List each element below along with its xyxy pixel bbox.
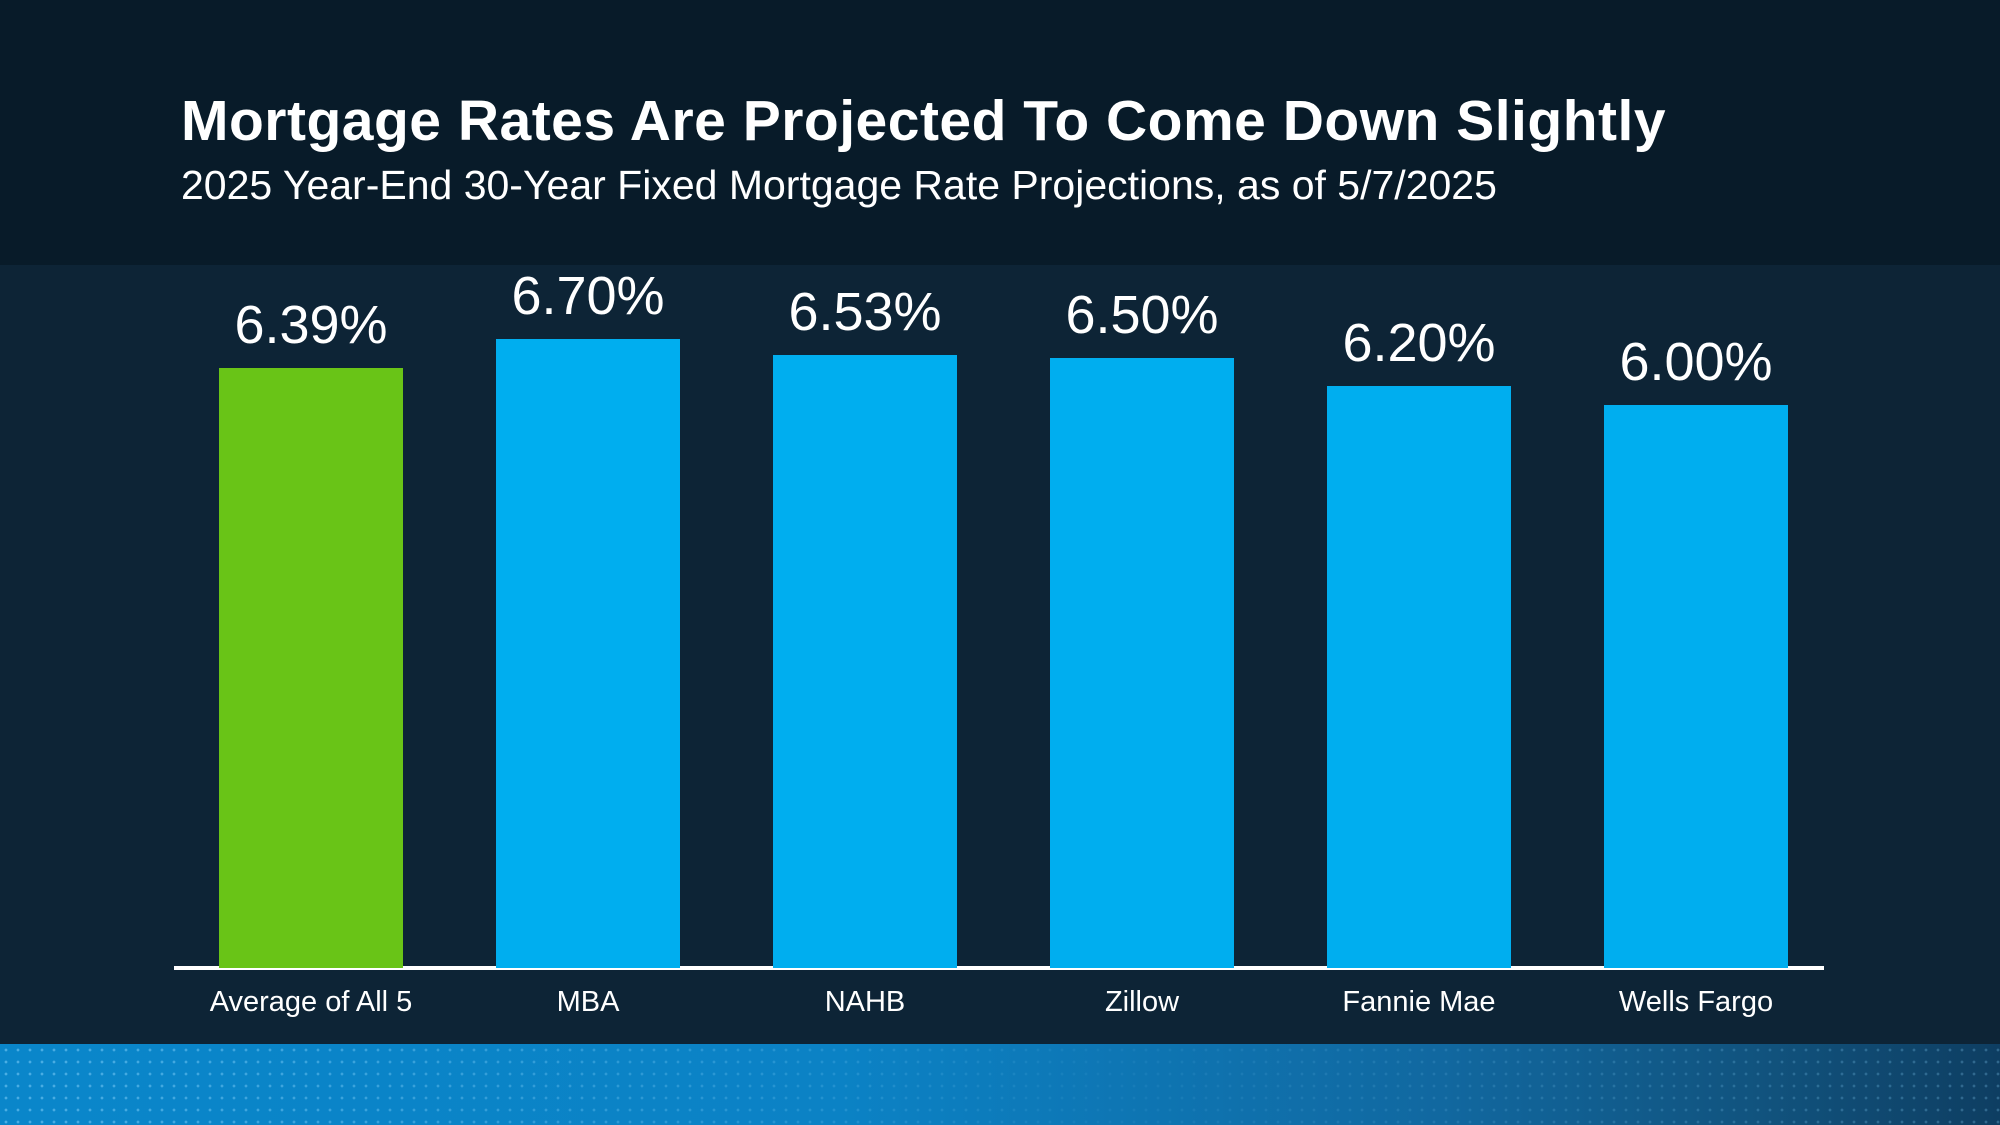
footer-accent-strip [0,1044,2000,1125]
page-subtitle: 2025 Year-End 30-Year Fixed Mortgage Rat… [181,162,1497,208]
bar-value-label: 6.70% [511,266,665,326]
bar-value-label: 6.00% [1619,332,1773,392]
bar-value-label: 6.20% [1342,313,1496,373]
bar-column: 6.53% NAHB [726,0,1004,1125]
bar-column: 6.00% Wells Fargo [1557,0,1835,1125]
bar-series [1604,405,1788,968]
header-band [0,0,2000,265]
bar-column: 6.39% Average of All 5 [172,0,450,1125]
category-label: Wells Fargo [1618,986,1774,1018]
category-label: NAHB [824,986,906,1018]
page-title: Mortgage Rates Are Projected To Come Dow… [181,89,1667,153]
category-label: Zillow [1104,986,1180,1018]
x-axis-line [174,966,1824,970]
bar-highlight [219,368,403,968]
category-label: Fannie Mae [1342,986,1496,1018]
category-label: Average of All 5 [209,986,413,1018]
bar-series [773,355,957,968]
bar-value-label: 6.53% [788,282,942,342]
bar-series [1050,358,1234,968]
bar-series [496,339,680,968]
category-label: MBA [556,986,620,1018]
bar-series [1327,386,1511,968]
bar-value-label: 6.50% [1065,285,1219,345]
bar-value-label: 6.39% [234,295,388,355]
bar-column: 6.70% MBA [449,0,727,1125]
bar-column: 6.50% Zillow [1003,0,1281,1125]
bar-column: 6.20% Fannie Mae [1280,0,1558,1125]
